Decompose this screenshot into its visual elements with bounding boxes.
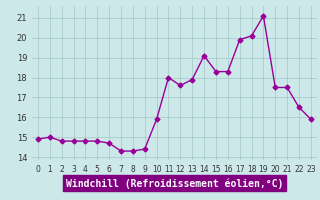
- X-axis label: Windchill (Refroidissement éolien,°C): Windchill (Refroidissement éolien,°C): [66, 178, 283, 189]
